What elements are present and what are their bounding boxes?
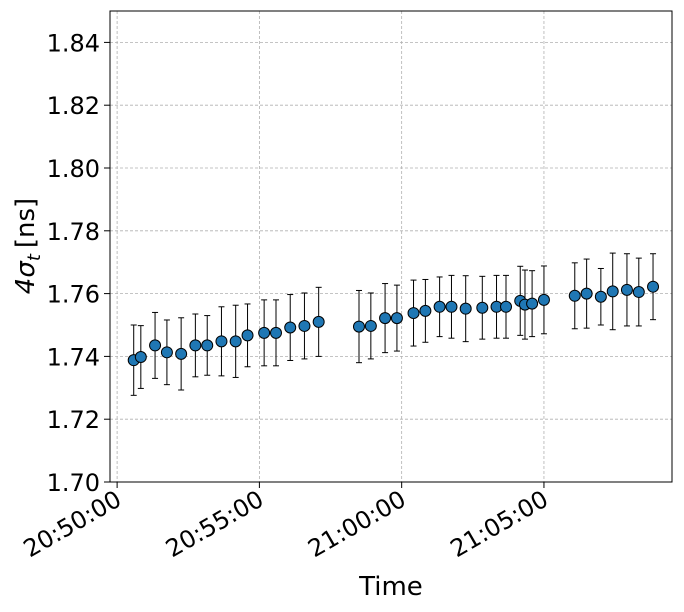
y-tick-label: 1.72 <box>47 406 100 434</box>
y-axis-label-subscript: t <box>24 253 45 261</box>
data-point <box>632 286 645 299</box>
data-point <box>459 302 472 315</box>
y-tick-label: 1.74 <box>47 343 100 371</box>
data-point <box>419 304 432 317</box>
data-point <box>476 301 489 314</box>
data-point <box>175 347 188 360</box>
data-point <box>284 321 297 334</box>
data-point <box>620 283 633 296</box>
data-point <box>352 320 365 333</box>
y-tick-label: 1.82 <box>47 92 100 120</box>
errorbar-layer <box>130 252 657 396</box>
y-axis-label-main: 4σ <box>11 260 41 295</box>
data-point <box>298 319 311 332</box>
data-point <box>594 290 607 303</box>
data-point <box>407 307 420 320</box>
data-point <box>215 335 228 348</box>
y-tick-label: 1.70 <box>47 469 100 497</box>
data-point <box>241 329 254 342</box>
data-point <box>390 312 403 325</box>
point-layer <box>127 280 660 367</box>
data-point <box>189 339 202 352</box>
plot-frame <box>109 10 673 483</box>
grid-layer <box>110 11 672 483</box>
data-point <box>258 326 271 339</box>
x-tick-label: 20:55:00 <box>161 485 268 563</box>
data-point <box>160 346 173 359</box>
data-point <box>134 351 147 364</box>
data-point <box>269 326 282 339</box>
x-tick-label: 21:00:00 <box>303 485 410 563</box>
data-point <box>526 297 539 310</box>
x-axis-label: Time <box>358 572 423 602</box>
data-point <box>445 300 458 313</box>
data-point <box>433 300 446 313</box>
x-axis: 20:50:00 20:55:00 21:00:00 21:05:00 <box>19 482 553 563</box>
data-point <box>568 289 581 302</box>
y-tick-label: 1.80 <box>47 155 100 183</box>
data-point <box>312 315 325 328</box>
y-axis-label: 4σt [ns] <box>11 198 45 294</box>
data-point <box>149 339 162 352</box>
data-point <box>606 285 619 298</box>
x-tick-label: 21:05:00 <box>446 485 553 563</box>
data-point <box>537 293 550 306</box>
y-tick-label: 1.78 <box>47 218 100 246</box>
data-point <box>201 339 214 352</box>
data-point <box>647 280 660 293</box>
data-point <box>500 300 513 313</box>
y-axis: 1.70 1.72 1.74 1.76 1.78 1.80 1.82 1.84 <box>47 29 110 497</box>
y-tick-label: 1.84 <box>47 29 100 57</box>
data-point <box>379 312 392 325</box>
data-point <box>229 335 242 348</box>
y-axis-label-unit: [ns] <box>11 198 41 248</box>
y-tick-label: 1.76 <box>47 281 100 309</box>
data-point <box>580 287 593 300</box>
data-point <box>364 319 377 332</box>
